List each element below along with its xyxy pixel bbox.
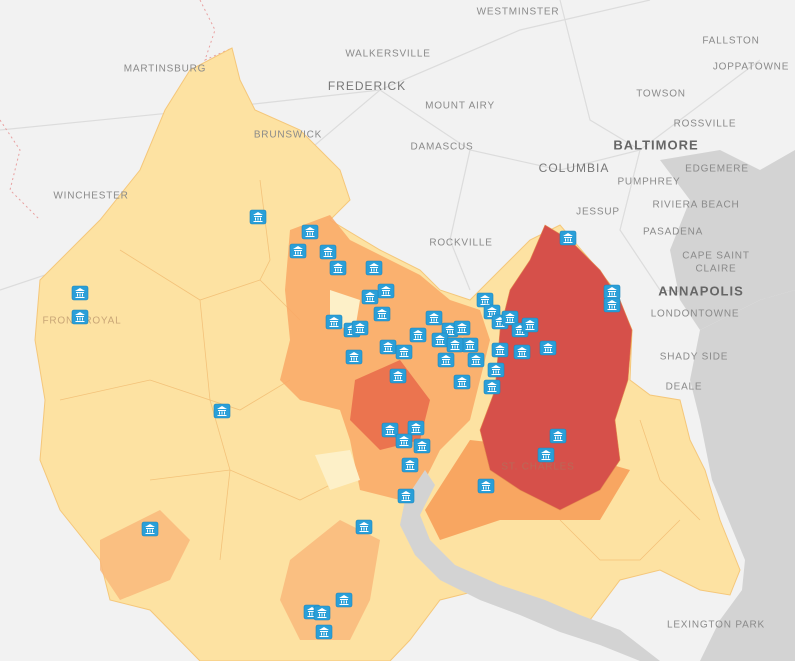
place-label: ROCKVILLE xyxy=(429,238,492,249)
region-low xyxy=(315,450,360,490)
bank-marker[interactable] xyxy=(301,224,319,240)
bank-marker[interactable] xyxy=(437,352,455,368)
place-label: TOWSON xyxy=(636,89,686,100)
bank-marker[interactable] xyxy=(501,310,519,326)
place-label: SHADY SIDE xyxy=(660,352,728,363)
state-border xyxy=(0,119,41,221)
place-label: FALLSTON xyxy=(702,36,759,47)
place-label: LEXINGTON PARK xyxy=(667,620,765,631)
bank-marker[interactable] xyxy=(487,362,505,378)
place-label: PUMPHREY xyxy=(617,177,680,188)
bank-marker[interactable] xyxy=(319,244,337,260)
bank-marker[interactable] xyxy=(407,420,425,436)
bank-marker[interactable] xyxy=(213,403,231,419)
bank-marker[interactable] xyxy=(521,317,539,333)
place-label: CAPE SAINT xyxy=(682,251,749,262)
markers xyxy=(71,209,621,640)
bank-marker[interactable] xyxy=(381,422,399,438)
place-label: FREDERICK xyxy=(328,79,406,93)
bank-marker[interactable] xyxy=(345,349,363,365)
bank-marker[interactable] xyxy=(71,309,89,325)
bank-marker[interactable] xyxy=(365,260,383,276)
bank-marker[interactable] xyxy=(453,320,471,336)
place-label: MARTINSBURG xyxy=(124,64,207,75)
bank-marker[interactable] xyxy=(537,447,555,463)
bank-marker[interactable] xyxy=(413,438,431,454)
bank-marker[interactable] xyxy=(409,327,427,343)
bank-marker[interactable] xyxy=(325,314,343,330)
bank-marker[interactable] xyxy=(401,457,419,473)
place-label: JOPPATOWNE xyxy=(713,62,789,73)
place-label: ST. CHARLES xyxy=(501,462,574,473)
bank-marker[interactable] xyxy=(559,230,577,246)
place-label: ROSSVILLE xyxy=(674,119,737,130)
place-label: JESSUP xyxy=(576,207,620,218)
bank-marker[interactable] xyxy=(549,428,567,444)
place-label: EDGEMERE xyxy=(685,164,749,175)
bank-marker[interactable] xyxy=(389,368,407,384)
bank-marker[interactable] xyxy=(355,519,373,535)
place-label: WALKERSVILLE xyxy=(345,49,430,60)
bank-marker[interactable] xyxy=(289,243,307,259)
region-mid xyxy=(280,215,490,500)
river-water xyxy=(400,470,660,661)
place-label: COLUMBIA xyxy=(539,161,610,175)
place-label: MOUNT AIRY xyxy=(425,101,495,112)
place-label: BRUNSWICK xyxy=(254,130,322,141)
bank-marker[interactable] xyxy=(395,433,413,449)
bank-marker[interactable] xyxy=(603,297,621,313)
bank-marker[interactable] xyxy=(467,352,485,368)
bank-marker[interactable] xyxy=(491,342,509,358)
bank-marker[interactable] xyxy=(539,340,557,356)
state-border xyxy=(199,0,233,61)
place-label: BALTIMORE xyxy=(613,137,698,152)
bank-marker[interactable] xyxy=(431,332,449,348)
bank-marker[interactable] xyxy=(477,478,495,494)
place-label: ANNAPOLIS xyxy=(658,283,744,298)
bank-marker[interactable] xyxy=(351,320,369,336)
bank-marker[interactable] xyxy=(603,284,621,300)
bank-marker[interactable] xyxy=(71,285,89,301)
bank-marker[interactable] xyxy=(461,337,479,353)
place-label: WESTMINSTER xyxy=(477,7,560,18)
bank-marker[interactable] xyxy=(397,488,415,504)
bank-marker[interactable] xyxy=(249,209,267,225)
bank-marker[interactable] xyxy=(329,260,347,276)
bank-marker[interactable] xyxy=(395,344,413,360)
place-label: LONDONTOWNE xyxy=(651,309,740,320)
bank-marker[interactable] xyxy=(335,592,353,608)
bank-marker[interactable] xyxy=(373,306,391,322)
region-borders xyxy=(59,179,701,561)
bank-marker[interactable] xyxy=(377,283,395,299)
bank-marker[interactable] xyxy=(483,379,501,395)
bay-water xyxy=(690,290,795,661)
bank-marker[interactable] xyxy=(379,339,397,355)
bank-marker[interactable] xyxy=(513,344,531,360)
place-label: DEALE xyxy=(666,382,703,393)
region-mid xyxy=(100,510,190,600)
bank-marker[interactable] xyxy=(453,374,471,390)
bank-marker[interactable] xyxy=(476,292,494,308)
bank-marker[interactable] xyxy=(313,605,331,621)
bank-marker[interactable] xyxy=(425,310,443,326)
bank-marker[interactable] xyxy=(361,289,379,305)
place-label: RIVIERA BEACH xyxy=(652,200,739,211)
bank-marker[interactable] xyxy=(446,337,464,353)
bank-marker[interactable] xyxy=(141,521,159,537)
place-label: CLAIRE xyxy=(696,264,737,275)
bank-marker[interactable] xyxy=(315,624,333,640)
place-label: WINCHESTER xyxy=(53,191,128,202)
place-label: PASADENA xyxy=(643,227,703,238)
place-label: DAMASCUS xyxy=(410,142,473,153)
bay-water xyxy=(660,150,795,330)
